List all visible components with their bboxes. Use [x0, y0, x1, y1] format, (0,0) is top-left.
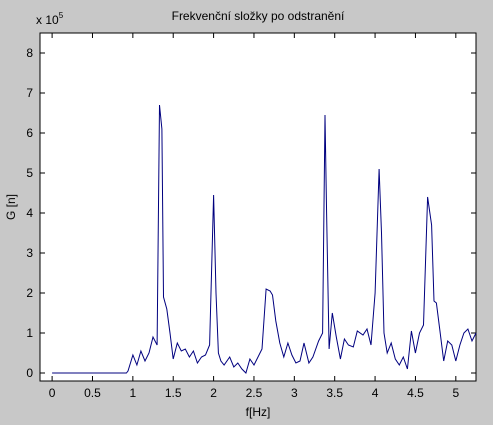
x-tick-label: 1.5 [165, 386, 182, 400]
x-axis-ticks: 0 0.5 1 1.5 2 2.5 3 3.5 4 4.5 5 [49, 33, 459, 400]
y-tick-label: 3 [26, 246, 33, 260]
x-tick-label: 2 [210, 386, 217, 400]
y-tick-label: 1 [26, 326, 33, 340]
series-group [52, 104, 477, 374]
x-tick-label: 4.5 [407, 386, 424, 400]
y-tick-label: 0 [26, 366, 33, 380]
y-multiplier-base: x 10 [36, 13, 59, 27]
x-tick-label: 4 [372, 386, 379, 400]
x-axis-label: f[Hz] [246, 405, 271, 419]
x-tick-label: 0.5 [84, 386, 101, 400]
y-tick-label: 4 [26, 206, 33, 220]
x-tick-label: 1 [130, 386, 137, 400]
y-tick-label: 7 [26, 86, 33, 100]
y-tick-label: 2 [26, 286, 33, 300]
x-tick-label: 0 [49, 386, 56, 400]
y-tick-label: 5 [26, 166, 33, 180]
x-tick-label: 3.5 [326, 386, 343, 400]
y-axis-ticks: 0 1 2 3 4 5 6 7 8 [26, 46, 476, 380]
y-tick-label: 8 [26, 46, 33, 60]
series-line [52, 104, 477, 374]
x-tick-label: 5 [452, 386, 459, 400]
y-axis-multiplier: x 105 [36, 11, 64, 27]
plot-area [39, 32, 477, 382]
y-axis-label: G [n] [4, 194, 18, 220]
y-tick-label: 6 [26, 126, 33, 140]
chart-title: Frekvenční složky po odstranění [172, 9, 345, 23]
x-tick-label: 2.5 [246, 386, 263, 400]
x-tick-label: 3 [291, 386, 298, 400]
y-multiplier-exponent: 5 [59, 11, 64, 20]
